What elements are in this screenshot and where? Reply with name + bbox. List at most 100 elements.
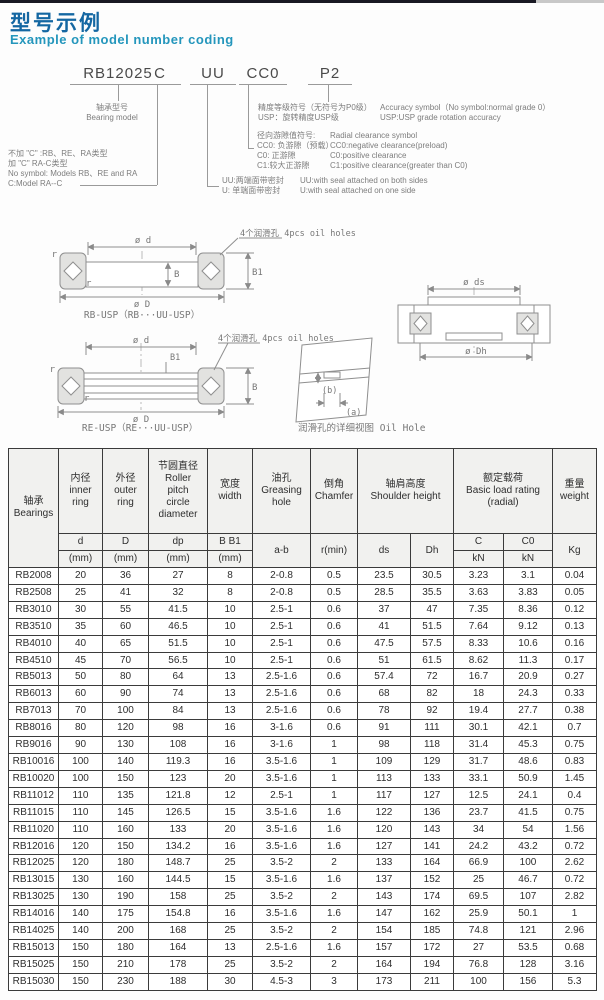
header-basic-load-rating: 额定载荷 Basic load rating (radial) (453, 448, 553, 534)
model-type-line-1: 不加 "C" :RB、RE、RA类型 (8, 149, 108, 158)
accuracy-en-line-1: Accuracy symbol（No symbol:normal grade 0… (380, 103, 551, 112)
table-cell: 3.5-1.6 (252, 905, 311, 924)
table-cell: 45.3 (503, 736, 553, 754)
table-cell: 15 (207, 871, 253, 890)
table-cell: 50.9 (503, 769, 553, 788)
table-cell: 0.13 (552, 617, 597, 636)
table-cell: 50 (58, 668, 103, 687)
table-cell: 0.6 (310, 685, 358, 704)
annotation-seal-zh: UU:两端面带密封 U: 单端面带密封 (222, 176, 284, 196)
table-cell: 1.6 (310, 938, 358, 957)
table-header: 轴承 Bearings 内径 inner ring 外径 outer ring … (8, 448, 597, 568)
bearing-spec-table: 轴承 Bearings 内径 inner ring 外径 outer ring … (8, 448, 597, 991)
table-cell: RB4510 (8, 651, 59, 670)
subheader-C: C (453, 533, 504, 551)
page-title-en: Example of model number coding (10, 32, 234, 47)
table-cell: 130 (58, 871, 103, 890)
coding-segment-cc0: CC0 (246, 65, 280, 82)
table-cell: 126.5 (148, 803, 208, 822)
table-cell: 110 (58, 803, 103, 822)
table-cell: 20 (58, 567, 103, 585)
table-cell: 1.6 (310, 820, 358, 839)
table-cell: 0.6 (310, 651, 358, 670)
table-cell: 9.12 (503, 617, 553, 636)
table-cell: 51 (357, 651, 411, 670)
table-cell: 1.6 (310, 905, 358, 924)
re-usp-caption: RE-USP（RE···UU-USP） (82, 422, 198, 434)
table-cell: 188 (148, 972, 208, 991)
oil-hole-caption: 润滑孔的详细视图 Oil Hole (298, 422, 426, 434)
table-cell: 140 (58, 905, 103, 924)
table-cell: 90 (58, 736, 103, 754)
bearing-table-body: RB2008 20 36 27 8 2-0.8 0.5 23.5 30.5 3.23 3.1 0.04… (8, 567, 597, 991)
table-cell: 111 (410, 719, 454, 738)
table-cell: 57.5 (410, 634, 454, 653)
table-cell: 74 (148, 685, 208, 704)
housing-dim-ds-label: ø ds (463, 278, 485, 288)
table-cell: RB15013 (8, 938, 59, 957)
re-usp-drawing (57, 342, 260, 418)
table-cell: 2 (310, 854, 358, 873)
bearing-drawings: ø d B ø D B1 r r 4个润滑孔 4pcs oil holes RB… (50, 228, 551, 434)
table-cell: RB2008 (8, 567, 59, 585)
rb-dim-d-label: ø d (135, 236, 151, 246)
annotation-seal-en: UU:with seal attached on both sides U:wi… (300, 176, 428, 196)
table-cell: 66.9 (453, 854, 504, 873)
table-cell: 68 (357, 685, 411, 704)
clearance-zh-line-4: C1:较大正游隙 (257, 161, 310, 170)
table-cell: 47.5 (357, 634, 411, 653)
table-cell: 16.7 (453, 668, 504, 687)
table-cell: 120 (58, 837, 103, 856)
table-cell: 12.5 (453, 786, 504, 805)
subheader-D-unit: (mm) (102, 550, 149, 568)
underline-p2 (308, 84, 352, 85)
table-cell: 2.5-1.6 (252, 938, 311, 957)
bearing-model-en: Bearing model (86, 113, 138, 122)
table-cell: 47 (410, 600, 454, 619)
table-cell: RB2508 (8, 583, 59, 602)
subheader-C0-unit: kN (503, 550, 553, 568)
table-cell: 110 (58, 820, 103, 839)
table-cell: 1.6 (310, 837, 358, 856)
table-cell: 70 (102, 651, 149, 670)
table-cell: 1.45 (552, 769, 597, 788)
subheader-B-unit: (mm) (207, 550, 253, 568)
table-cell: RB10020 (8, 769, 59, 788)
table-cell: 123 (148, 769, 208, 788)
table-cell: 164 (148, 938, 208, 957)
subheader-dp-unit: (mm) (148, 550, 208, 568)
subheader-B-B1: B B1 (207, 533, 253, 551)
subheader-C-unit: kN (453, 550, 504, 568)
table-row: RB11012 110 135 121.8 12 2.5-1 1 117 127 12.5 24.1… (8, 786, 597, 805)
table-cell: 56.5 (148, 651, 208, 670)
table-cell: 57.4 (357, 668, 411, 687)
table-cell: 100 (503, 854, 553, 873)
table-cell: 136 (410, 803, 454, 822)
table-cell: 91 (357, 719, 411, 738)
table-row: RB4510 45 70 56.5 10 2.5-1 0.6 51 61.5 8.62 11.3 0.… (8, 651, 597, 670)
subheader-Kg: Kg (552, 533, 597, 568)
table-cell: RB3510 (8, 617, 59, 636)
underline-cc0 (239, 84, 287, 85)
annotation-bearing-model: 轴承型号 Bearing model (86, 103, 138, 123)
table-row: RB14025 140 200 168 25 3.5-2 2 154 185 74.8 121 2.9… (8, 922, 597, 940)
table-cell: 8.62 (453, 651, 504, 670)
table-cell: 128 (503, 955, 553, 974)
table-cell: 55 (102, 600, 149, 619)
table-cell: 43.2 (503, 837, 553, 856)
table-cell: 33.1 (453, 769, 504, 788)
table-row: RB15013 150 180 164 13 2.5-1.6 1.6 157 172 27 53.5… (8, 938, 597, 957)
table-cell: 80 (58, 719, 103, 738)
table-cell: 16 (207, 837, 253, 856)
table-cell: 0.72 (552, 837, 597, 856)
table-cell: 25 (207, 922, 253, 940)
table-cell: 2 (310, 955, 358, 974)
table-cell: 2.5-1 (252, 786, 311, 805)
table-cell: 24.3 (503, 685, 553, 704)
table-cell: 100 (102, 702, 149, 721)
table-cell: 50.1 (503, 905, 553, 924)
table-cell: 2.5-1 (252, 600, 311, 619)
table-cell: 127 (357, 837, 411, 856)
table-cell: 109 (357, 752, 411, 771)
table-cell: 118 (410, 736, 454, 754)
